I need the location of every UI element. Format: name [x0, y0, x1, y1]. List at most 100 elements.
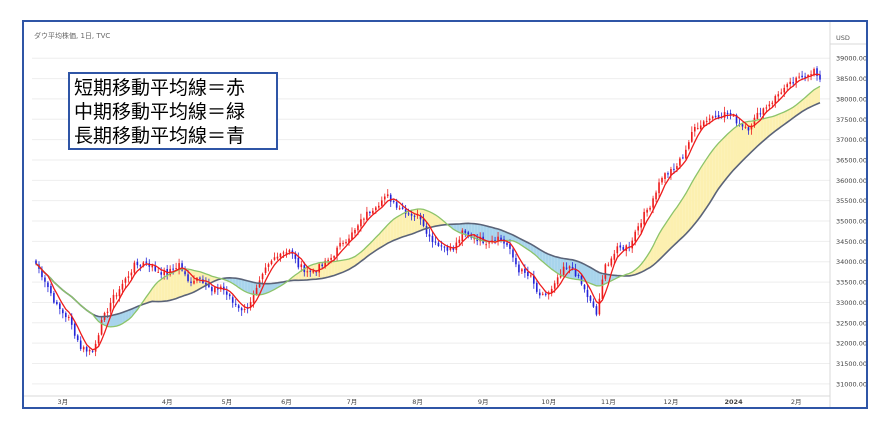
candle-body [798, 76, 800, 78]
candle-body [801, 75, 803, 78]
candle-body [673, 168, 675, 170]
ma-fill-segment [357, 252, 361, 264]
candle-body [610, 258, 613, 266]
candle-body [747, 127, 750, 131]
ma-fill-segment [369, 240, 373, 255]
ma-fill-segment [193, 270, 197, 292]
candle-body [285, 252, 288, 254]
candle-body [261, 273, 264, 280]
ma-fill-segment [402, 212, 406, 237]
ma-fill-segment [250, 281, 254, 295]
candle-body [395, 202, 398, 208]
ma-fill-segment [155, 281, 159, 302]
ma-fill-segment [712, 146, 716, 199]
candle-body [243, 309, 246, 311]
candle-body [366, 211, 368, 220]
ma-fill-segment [754, 119, 758, 150]
candle-body [717, 115, 720, 118]
candle-body [35, 260, 37, 264]
candle-body [485, 244, 487, 246]
ma-fill-segment [405, 211, 409, 236]
candle-body [497, 236, 499, 241]
candle-body [676, 166, 678, 170]
candle-body [494, 240, 496, 242]
candle-body [503, 239, 505, 244]
candle-body [509, 244, 511, 249]
ma-fill-segment [548, 254, 552, 270]
ma-fill-segment [551, 255, 555, 272]
ma-fill-segment [554, 256, 558, 274]
candle-body [446, 247, 449, 251]
candle-body [473, 238, 476, 240]
price-tick-label: 36000.00 [836, 177, 866, 185]
candle-body [225, 291, 228, 295]
ma-fill-segment [208, 274, 212, 284]
ma-fill-segment [745, 121, 749, 158]
ma-fill-segment [769, 116, 773, 136]
candle-body [386, 194, 389, 197]
time-tick-label: 11月 [601, 398, 616, 406]
long-ma-line [35, 102, 821, 318]
candle-body [392, 201, 395, 203]
ma-fill-segment [247, 280, 251, 294]
candle-body [121, 283, 124, 290]
candle-body [175, 268, 177, 270]
ma-fill-segment [697, 167, 701, 220]
candle-body [240, 308, 243, 311]
ma-fill-segment [161, 277, 165, 302]
candle-body [816, 68, 818, 76]
ma-fill-segment [653, 239, 657, 266]
ma-fill-segment [337, 260, 341, 275]
candle-body [154, 266, 157, 271]
candle-body [208, 284, 210, 288]
candle-body [413, 215, 416, 217]
ma-fill-segment [182, 268, 186, 297]
ma-fill-segment [179, 269, 183, 298]
candle-body [679, 158, 681, 166]
candle-body [228, 294, 231, 297]
ma-fill-segment [432, 213, 436, 227]
ma-fill-segment [441, 219, 445, 226]
ma-fill-segment [399, 213, 403, 239]
ma-fill-segment [742, 122, 746, 161]
ma-fill-segment [796, 102, 800, 116]
candle-body [190, 281, 192, 283]
ma-fill-segment [587, 265, 591, 284]
candle-body [655, 192, 657, 200]
ma-fill-segment [667, 215, 671, 252]
candle-body [598, 298, 601, 315]
ma-fill-segment [313, 263, 317, 280]
candle-body [139, 265, 142, 267]
ma-fill-segment [492, 227, 496, 242]
candle-body [604, 264, 607, 279]
candle-body [181, 263, 183, 271]
candle-body [142, 262, 145, 267]
ma-fill-segment [694, 172, 698, 224]
candle-body [577, 275, 580, 277]
time-tick-label: 7月 [347, 398, 358, 406]
ma-fill-segment [808, 92, 812, 109]
candle-body [437, 242, 440, 246]
ma-fill-segment [691, 177, 695, 228]
ma-fill-segment [724, 133, 728, 181]
ma-fill-segment [688, 182, 692, 231]
candle-body [62, 309, 64, 314]
ma-fill-segment [733, 126, 737, 170]
candle-body [467, 232, 470, 235]
candle-body [172, 268, 174, 270]
candle-body [762, 108, 765, 115]
candle-body [589, 295, 592, 301]
ma-fill-segment [709, 150, 713, 203]
ma-fill-segment [113, 314, 117, 327]
ma-fill-segment [739, 123, 743, 164]
legend-mid-ma: 中期移動平均線＝緑 [74, 101, 246, 123]
candle-body [443, 246, 446, 248]
candle-body [527, 272, 529, 276]
candle-body [73, 323, 76, 336]
candle-body [336, 247, 338, 256]
candle-body [410, 214, 413, 216]
ma-fill-segment [116, 313, 120, 327]
candle-body [708, 118, 711, 121]
candle-body [449, 246, 452, 251]
price-tick-label: 36500.00 [836, 156, 866, 164]
